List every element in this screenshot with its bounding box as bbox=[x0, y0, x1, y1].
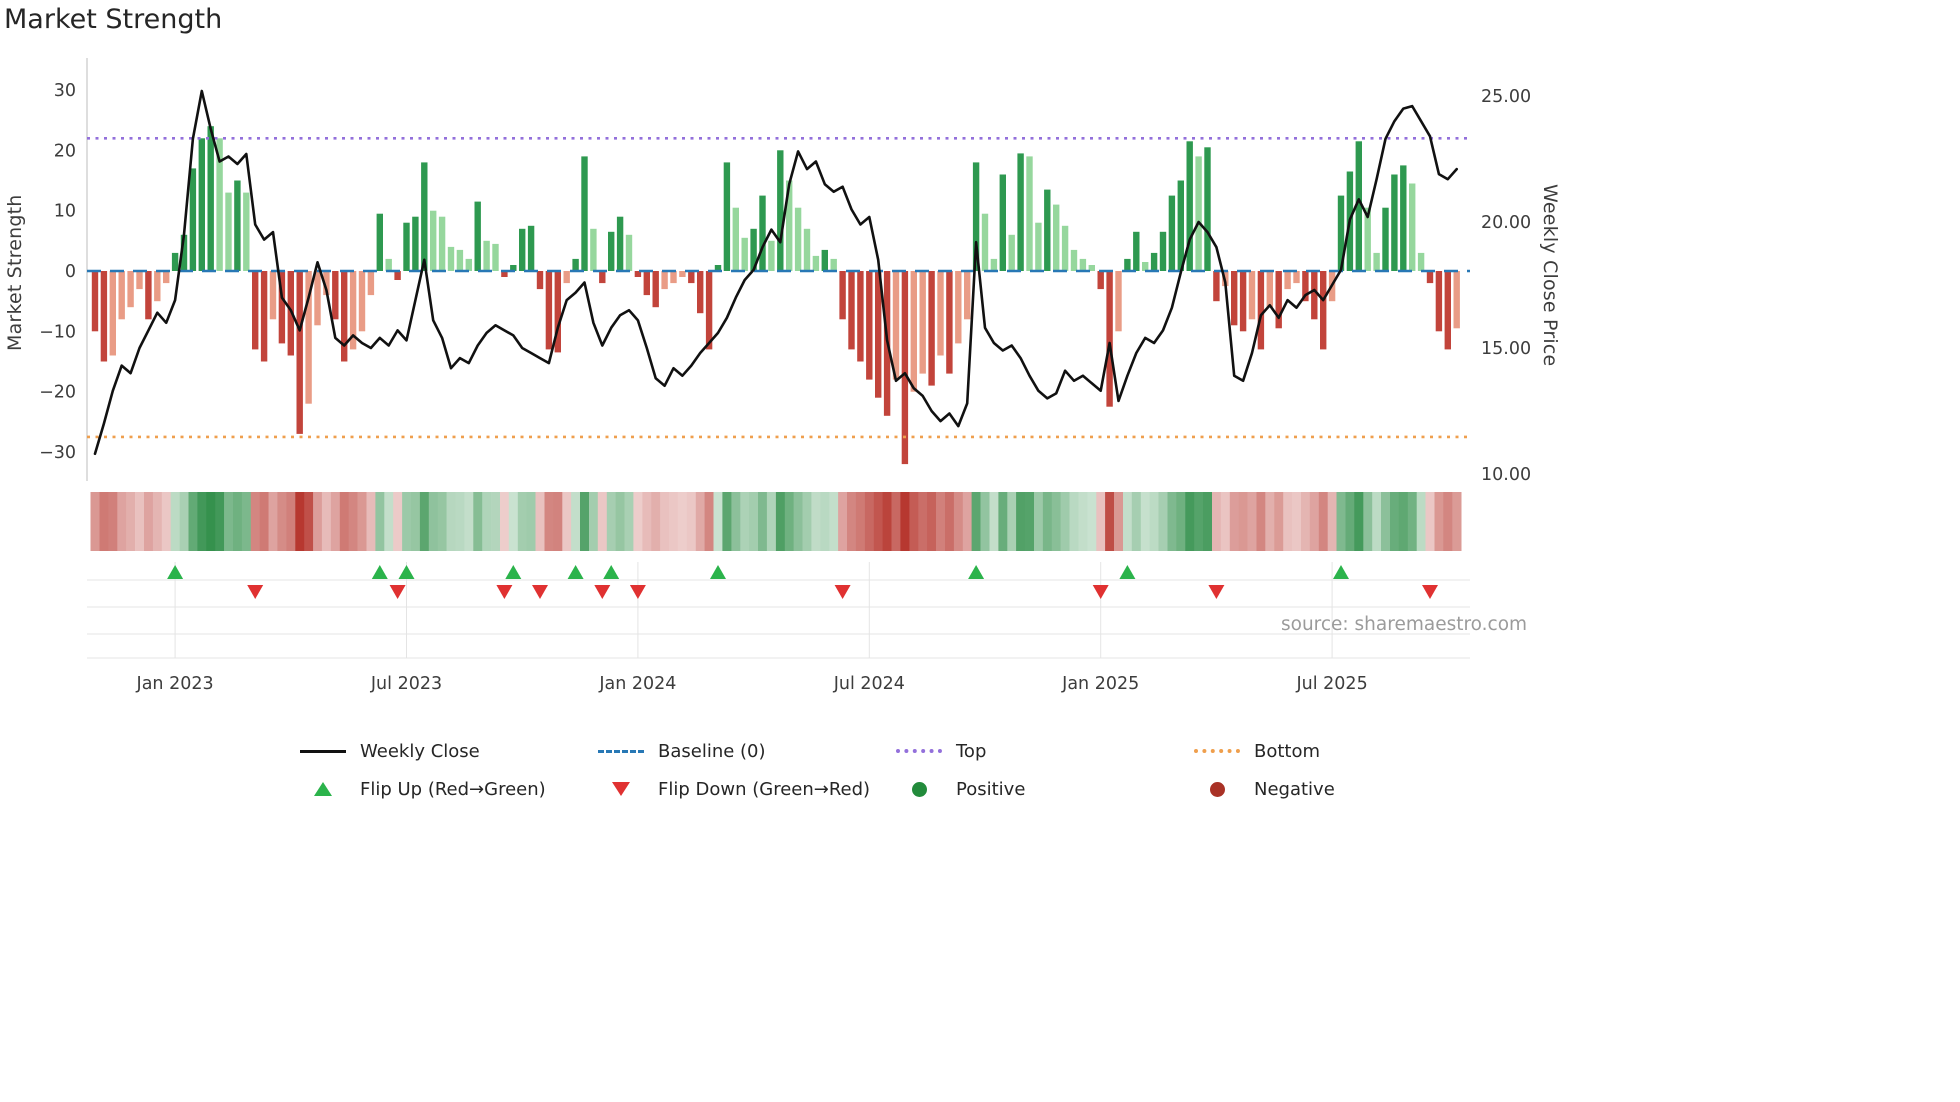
legend-label-baseline: Baseline (0) bbox=[658, 740, 766, 762]
svg-text:Jul 2024: Jul 2024 bbox=[833, 674, 905, 694]
svg-text:Jul 2023: Jul 2023 bbox=[370, 674, 442, 694]
svg-text:20.00: 20.00 bbox=[1481, 213, 1531, 233]
reference-lines bbox=[87, 136, 1470, 439]
weekly-close-line bbox=[93, 89, 1458, 456]
svg-text:10: 10 bbox=[54, 202, 76, 222]
weekly-close-line-icon bbox=[300, 749, 346, 753]
legend-item-top: Top bbox=[896, 738, 1194, 764]
svg-text:−30: −30 bbox=[39, 443, 76, 463]
svg-text:10.00: 10.00 bbox=[1481, 465, 1531, 485]
dotted-purple-line-sample bbox=[896, 749, 942, 753]
flip-up-triangle-icon bbox=[300, 782, 346, 796]
legend-item-positive: Positive bbox=[896, 776, 1194, 802]
svg-text:Jul 2025: Jul 2025 bbox=[1295, 674, 1367, 694]
left-axis-title: Market Strength bbox=[4, 194, 26, 352]
dotted-orange-line-sample bbox=[1194, 749, 1240, 753]
green-up-triangle bbox=[314, 782, 332, 796]
legend-label-negative: Negative bbox=[1254, 778, 1335, 800]
green-circle bbox=[911, 781, 927, 797]
lower-panel-grid bbox=[87, 562, 1470, 659]
legend-item-negative: Negative bbox=[1194, 776, 1492, 802]
legend-label-top: Top bbox=[956, 740, 987, 762]
strength-bars bbox=[91, 126, 1460, 465]
source-note: source: sharemaestro.com bbox=[1281, 614, 1528, 635]
svg-text:Jan 2024: Jan 2024 bbox=[598, 674, 676, 694]
legend-item-baseline: Baseline (0) bbox=[598, 738, 896, 764]
svg-text:−10: −10 bbox=[39, 322, 76, 342]
bottom-line-icon bbox=[1194, 749, 1240, 753]
flip-up-markers bbox=[167, 565, 1349, 579]
svg-text:−20: −20 bbox=[39, 383, 76, 403]
red-down-triangle bbox=[612, 782, 630, 796]
legend-item-flip-down: Flip Down (Green→Red) bbox=[598, 776, 896, 802]
flip-down-markers bbox=[247, 585, 1438, 599]
legend-label-flip-down: Flip Down (Green→Red) bbox=[658, 778, 871, 800]
black-line-sample bbox=[300, 749, 346, 753]
right-axis-title: Weekly Close Price bbox=[1539, 184, 1561, 367]
svg-text:0: 0 bbox=[65, 262, 76, 282]
positive-circle-icon bbox=[896, 781, 942, 797]
x-tick-labels: Jan 2023 Jul 2023 Jan 2024 Jul 2024 Jan 2025… bbox=[136, 674, 1368, 694]
legend-label-positive: Positive bbox=[956, 778, 1026, 800]
flip-down-triangle-icon bbox=[598, 782, 644, 796]
svg-text:Jan 2025: Jan 2025 bbox=[1061, 674, 1139, 694]
svg-text:25.00: 25.00 bbox=[1481, 87, 1531, 107]
legend-label-flip-up: Flip Up (Red→Green) bbox=[360, 778, 546, 800]
legend-item-flip-up: Flip Up (Red→Green) bbox=[300, 776, 598, 802]
legend-item-bottom: Bottom bbox=[1194, 738, 1492, 764]
negative-circle-icon bbox=[1194, 781, 1240, 797]
baseline-line-icon bbox=[598, 749, 644, 753]
svg-text:20: 20 bbox=[54, 141, 76, 161]
page-title: Market Strength bbox=[4, 4, 223, 35]
dashed-line-sample bbox=[598, 749, 644, 753]
right-y-tick-labels: 25.00 20.00 15.00 10.00 bbox=[1481, 87, 1531, 485]
svg-text:Jan 2023: Jan 2023 bbox=[136, 674, 214, 694]
top-line-icon bbox=[896, 749, 942, 753]
legend-label-bottom: Bottom bbox=[1254, 740, 1321, 762]
dark-red-circle bbox=[1209, 781, 1225, 797]
left-y-tick-labels: 30 20 10 0 −10 −20 −30 bbox=[39, 81, 76, 463]
heatmap-strip bbox=[90, 492, 1462, 551]
legend-label-weekly-close: Weekly Close bbox=[360, 740, 480, 762]
legend-item-weekly-close: Weekly Close bbox=[300, 738, 598, 764]
market-strength-chart: Jan 2023 Jul 2023 Jan 2024 Jul 2024 Jan 2025… bbox=[39, 58, 1531, 694]
svg-text:30: 30 bbox=[54, 81, 76, 101]
svg-text:15.00: 15.00 bbox=[1481, 339, 1531, 359]
chart-legend: Weekly Close Baseline (0) Top Bottom Fli… bbox=[300, 738, 1492, 802]
